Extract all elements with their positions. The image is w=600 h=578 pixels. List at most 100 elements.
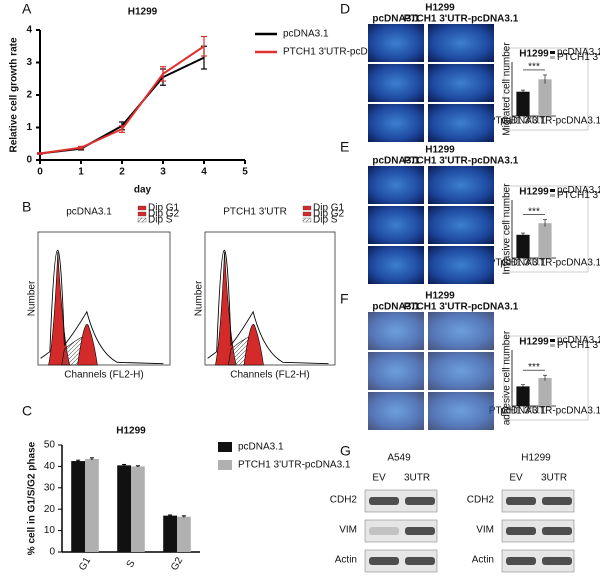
error-bar	[521, 89, 525, 94]
y-tick-label: 30	[44, 482, 56, 493]
legend-swatch	[137, 205, 147, 211]
error-bar	[543, 74, 547, 84]
chart-title: H1299	[116, 426, 146, 437]
bar	[538, 223, 552, 258]
blot-strip	[364, 519, 438, 543]
y-axis-label: Number	[27, 280, 38, 316]
bar	[538, 79, 552, 116]
legend-label: pcDNA3.1	[238, 442, 284, 453]
lane-label: 3UTR	[541, 473, 567, 484]
micrograph	[428, 312, 494, 350]
micrograph	[368, 352, 424, 390]
chart-title: H1299	[519, 49, 549, 60]
blot-strip	[364, 489, 438, 513]
y-tick-label: 0	[26, 155, 32, 166]
error-bar	[76, 459, 81, 462]
y-tick-label: 40	[44, 461, 56, 472]
micrograph	[368, 24, 424, 62]
x-tick-label: PTCH1 3'UTR-pcDNA3.1	[489, 116, 600, 127]
histogram-frame	[37, 231, 171, 366]
micrograph	[368, 312, 424, 350]
x-axis-label: Channels (FL2-H)	[230, 370, 309, 381]
micrograph	[428, 392, 494, 430]
legend-swatch	[550, 56, 555, 59]
cell-line: A549	[387, 453, 411, 464]
y-axis-label: % cell in G1/S/G2 phase	[27, 441, 38, 555]
x-tick-label: pcDNA3.1	[500, 116, 546, 127]
assay-title: H1299	[425, 291, 455, 302]
x-tick-label: 1	[78, 167, 84, 178]
legend-swatch	[137, 211, 147, 217]
legend-swatch	[550, 339, 555, 342]
protein-label: Actin	[472, 555, 494, 566]
panel-letter: C	[22, 403, 32, 419]
error-bar	[168, 514, 173, 517]
panel-letter: E	[340, 139, 349, 155]
y-tick-label: 3	[26, 57, 32, 68]
panel-letter: A	[22, 1, 32, 17]
histogram-title: pcDNA3.1	[66, 207, 112, 218]
band	[506, 527, 536, 535]
lane-label: 3UTR	[404, 473, 430, 484]
chart-frame	[503, 185, 589, 273]
g2-peak	[77, 323, 98, 366]
micrograph	[368, 392, 424, 430]
band	[369, 557, 399, 565]
chart-frame	[503, 335, 589, 421]
legend-label: PTCH1 3'UTR-pcDNA3.1	[557, 190, 600, 201]
error-bar	[37, 152, 43, 155]
legend-swatch	[550, 344, 555, 347]
legend-label: pcDNA3.1	[557, 335, 600, 346]
chart-title: H1299	[128, 7, 158, 18]
panel-letter: F	[340, 291, 349, 307]
assay-title: H1299	[425, 145, 455, 156]
y-axis-label: Relative cell growth rate	[9, 37, 20, 152]
protein-label: CDH2	[330, 495, 358, 506]
column-header: pcDNA3.1	[372, 14, 420, 25]
x-tick-label: pcDNA3.1	[500, 406, 546, 417]
bar	[516, 91, 530, 116]
blot-strip	[501, 549, 575, 573]
x-tick-label: 5	[242, 167, 248, 178]
bar	[516, 234, 530, 258]
legend-swatch	[550, 189, 555, 192]
series-line	[39, 56, 205, 155]
legend-swatch	[218, 442, 232, 452]
x-tick-label: PTCH1 3'UTR-pcDNA3.1	[489, 406, 600, 417]
micrograph	[368, 246, 424, 284]
chart-frame	[503, 47, 589, 131]
column-header: PTCH1 3'UTR-pcDNA3.1	[404, 156, 519, 167]
micrograph	[368, 104, 424, 142]
micrograph	[428, 64, 494, 102]
micrograph	[428, 166, 494, 204]
series-line	[39, 45, 205, 155]
band	[369, 497, 399, 505]
fit-curve	[40, 249, 164, 365]
protein-label: CDH2	[467, 495, 495, 506]
y-tick-label: 4	[26, 25, 32, 36]
x-tick-label: G2	[169, 555, 185, 572]
lane-label: EV	[372, 473, 386, 484]
band	[405, 557, 435, 565]
bar	[538, 378, 552, 406]
legend-label: PTCH1 3'UTR-pcDNA3.1	[557, 52, 600, 63]
legend-label: Dip G2	[148, 209, 180, 220]
legend-label: Dip G2	[313, 209, 345, 220]
column-header: PTCH1 3'UTR-pcDNA3.1	[404, 302, 519, 313]
legend-label: Dip S	[148, 215, 173, 226]
micrograph	[428, 352, 494, 390]
legend-swatch	[302, 217, 312, 223]
y-tick-label: 0	[49, 547, 55, 558]
legend-label: PTCH1 3'UTR-pcDNA3.1	[238, 460, 351, 471]
column-header: pcDNA3.1	[372, 156, 420, 167]
error-bar	[122, 463, 127, 467]
legend-label: pcDNA3.1	[283, 29, 329, 40]
protein-label: Actin	[335, 555, 357, 566]
panel-letter: G	[340, 443, 351, 459]
error-bar	[135, 465, 140, 468]
protein-label: VIM	[476, 525, 494, 536]
legend-label: Dip S	[313, 215, 338, 226]
x-tick-label: S	[125, 558, 138, 570]
bar	[131, 466, 145, 552]
